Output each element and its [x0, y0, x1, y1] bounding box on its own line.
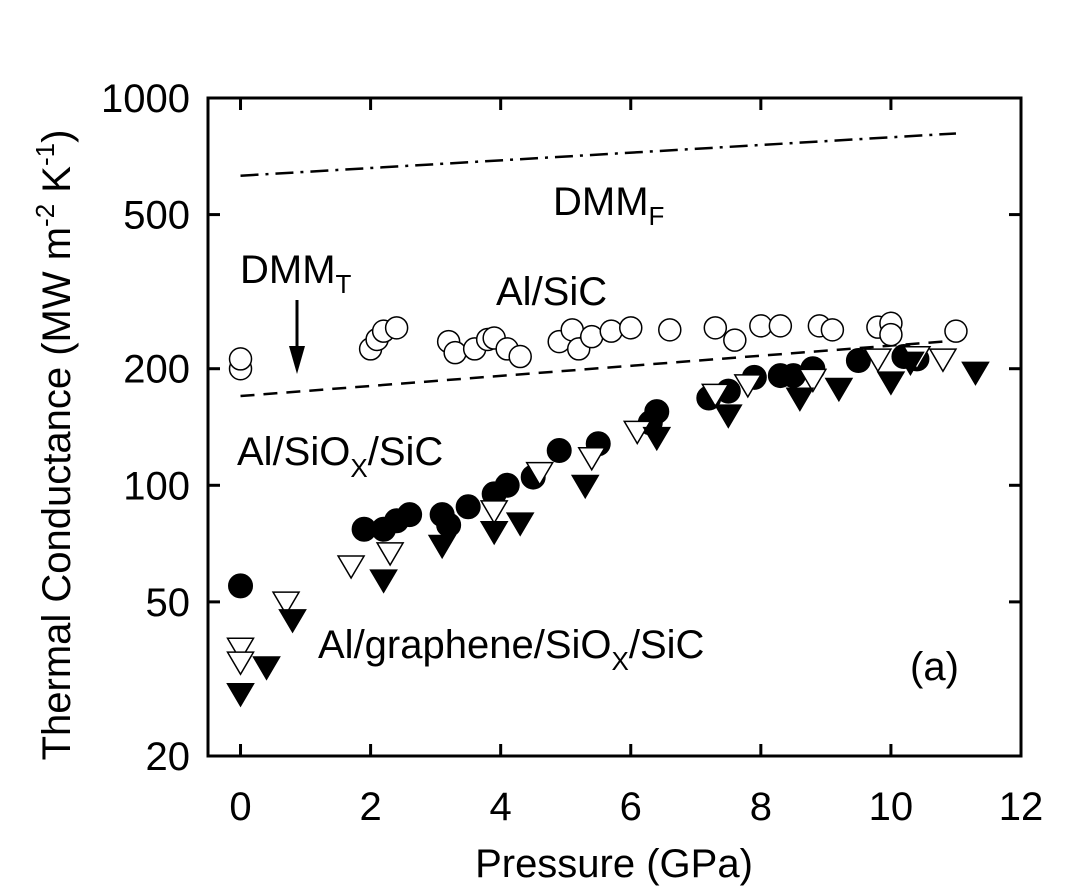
annotation-dmm-t-main: DMM — [240, 248, 336, 292]
x-tick-label: 6 — [620, 785, 642, 829]
point-al-graphene-open — [798, 368, 828, 393]
point-al-siox-sic — [228, 573, 254, 599]
point-al-graphene-open — [336, 555, 366, 580]
point-al-siox-sic — [546, 437, 572, 463]
point-al-graphene-filled — [479, 520, 509, 546]
y-tick-label: 1000 — [101, 77, 190, 121]
point-al-graphene-open — [271, 591, 301, 616]
annotation-al-siox-sic-post: /SiC — [368, 430, 444, 474]
y-tick-label: 100 — [123, 464, 190, 508]
point-al-sic — [820, 318, 845, 342]
point-al-graphene-filled — [570, 474, 600, 500]
x-tick-label: 12 — [999, 785, 1044, 829]
point-al-graphene-open — [928, 348, 958, 373]
point-al-graphene-open — [226, 637, 255, 662]
dmm-f-line — [240, 132, 957, 177]
x-tick-label: 2 — [359, 785, 381, 829]
annotation-al-graphene: Al/graphene/SiOX/SiC — [318, 623, 704, 676]
x-tick-label: 0 — [229, 785, 251, 829]
y-tick-label: 50 — [146, 581, 191, 625]
dmm-t-arrow — [289, 300, 305, 374]
point-al-sic — [619, 316, 643, 340]
point-al-sic — [749, 314, 773, 338]
y-axis-title-end: ) — [35, 130, 79, 143]
point-al-graphene-filled — [427, 534, 457, 560]
annotation-al-siox-sic-sub: X — [350, 453, 367, 483]
point-al-graphene-filled — [896, 351, 925, 376]
point-al-graphene-filled — [278, 609, 307, 634]
annotation-dmm-f-sub: F — [649, 201, 665, 231]
point-al-sic — [443, 340, 467, 365]
annotation-al-siox-sic-pre: Al/SiO — [237, 430, 350, 474]
panel-label: (a) — [910, 645, 959, 689]
y-axis-title: Thermal Conductance (MW m-2 K-1) — [30, 130, 79, 761]
y-axis-title-main: Thermal Conductance (MW m — [35, 227, 79, 760]
point-al-graphene-open — [701, 383, 730, 408]
point-al-graphene-open — [479, 500, 509, 525]
point-al-graphene-filled — [226, 683, 255, 708]
axis-tick-labels: 0 2 4 6 8 10 12 20 50 100 200 500 1000 — [101, 77, 1043, 829]
point-al-graphene-filled — [714, 404, 743, 429]
y-axis-title-exp2: -1 — [30, 143, 60, 166]
annotation-dmm-t-sub: T — [336, 269, 352, 299]
point-al-graphene-filled — [505, 512, 535, 537]
point-al-graphene-filled — [369, 569, 398, 594]
y-tick-label: 200 — [123, 348, 190, 392]
point-al-graphene-filled — [252, 656, 281, 681]
plot-frame — [206, 96, 1023, 758]
point-al-graphene-filled — [961, 361, 990, 386]
annotation-al-graphene-sub: X — [612, 646, 629, 676]
point-al-sic — [723, 328, 747, 352]
point-al-siox-sic — [397, 502, 423, 528]
point-al-siox-sic — [845, 348, 871, 374]
y-axis-title-exp1: -2 — [30, 204, 60, 227]
x-tick-label: 8 — [750, 785, 772, 829]
point-al-sic — [944, 319, 968, 343]
point-al-sic — [658, 318, 682, 342]
point-al-graphene-filled — [642, 426, 672, 452]
point-al-graphene-open — [525, 461, 555, 487]
annotation-al-siox-sic: Al/SiOX/SiC — [237, 430, 443, 483]
point-al-sic — [879, 322, 903, 347]
data-points — [226, 311, 990, 708]
y-tick-label: 20 — [146, 735, 191, 779]
point-al-siox-sic — [455, 494, 481, 520]
point-al-siox-sic — [494, 472, 520, 498]
annotation-al-graphene-pre: Al/graphene/SiO — [318, 623, 612, 667]
point-al-sic — [703, 316, 728, 340]
x-tick-label: 10 — [869, 785, 914, 829]
point-al-sic — [384, 316, 409, 340]
reference-lines — [240, 132, 957, 398]
point-al-sic — [768, 314, 793, 338]
point-al-sic — [508, 344, 532, 369]
point-al-graphene-open — [577, 446, 607, 472]
point-al-siox-sic — [644, 399, 670, 425]
annotation-al-sic: Al/SiC — [496, 270, 607, 314]
y-axis-title-mid: K — [35, 166, 79, 204]
y-tick-label: 500 — [123, 194, 190, 238]
point-al-graphene-open — [863, 348, 893, 373]
annotation-al-graphene-post: /SiC — [629, 623, 705, 667]
axis-ticks — [208, 96, 1023, 758]
dmm-t-line — [240, 340, 944, 398]
x-tick-label: 4 — [490, 785, 512, 829]
point-al-siox-sic — [436, 512, 462, 538]
point-al-graphene-filled — [876, 371, 906, 396]
point-al-sic — [228, 347, 253, 371]
point-al-graphene-filled — [785, 387, 815, 412]
annotation-dmm-f: DMMF — [553, 180, 664, 231]
point-al-graphene-filled — [824, 377, 854, 403]
point-al-graphene-open — [733, 374, 763, 399]
annotation-dmm-t: DMMT — [240, 248, 352, 299]
x-axis-title: Pressure (GPa) — [475, 842, 753, 886]
point-al-graphene-open — [226, 651, 255, 676]
point-al-graphene-open — [375, 542, 405, 567]
point-al-sic — [599, 319, 623, 343]
point-al-sic — [579, 324, 604, 349]
annotation-dmm-f-main: DMM — [553, 180, 649, 224]
